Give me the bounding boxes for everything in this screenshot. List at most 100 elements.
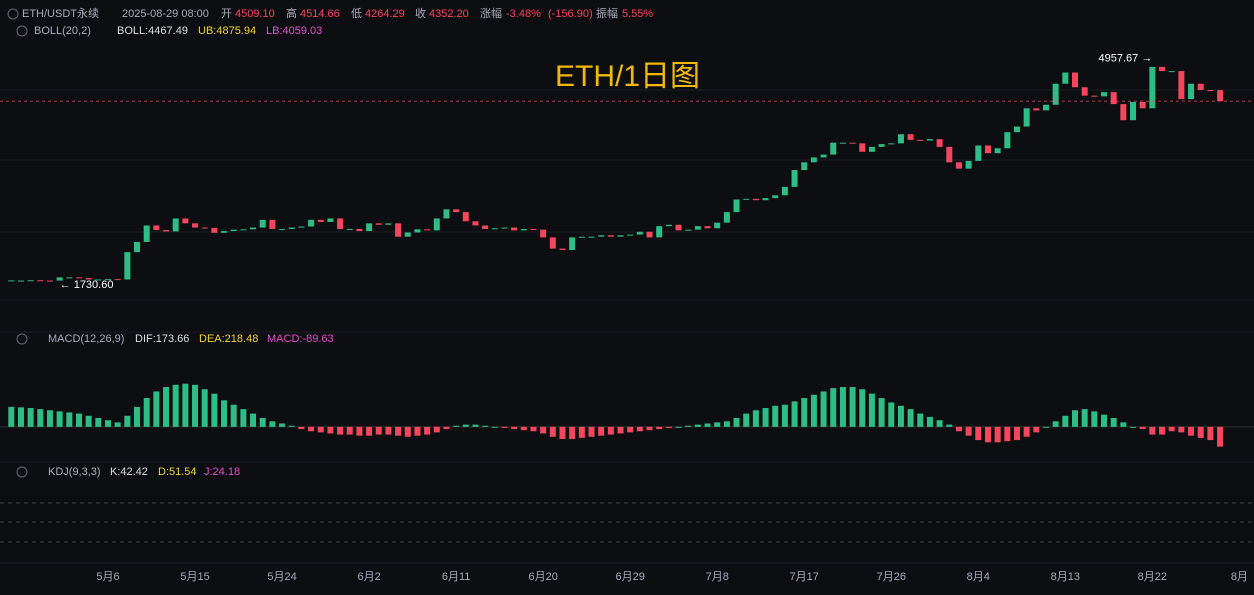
watermark: ETH/1日图 [555, 60, 700, 93]
value: DIF:173.66 [135, 333, 189, 345]
macd-bar [936, 420, 943, 427]
macd-bar [907, 409, 914, 427]
macd-bar [1168, 426, 1175, 432]
candle [201, 227, 208, 229]
candle [404, 232, 411, 237]
macd-bar [491, 426, 498, 428]
macd-bar [656, 426, 663, 430]
value: 4509.10 [235, 8, 275, 20]
candle [482, 225, 489, 229]
macd-bar [56, 411, 63, 427]
candle [752, 198, 759, 201]
macd-bar [501, 426, 508, 428]
x-tick-label: 7月8 [706, 571, 729, 583]
candle [520, 228, 527, 231]
candle [636, 231, 643, 235]
candle [17, 280, 24, 282]
header: ETH/USDT永续 2025-08-29 08:00 开 4509.10 高 … [7, 6, 653, 478]
candle [578, 236, 585, 238]
value: J:24.18 [204, 466, 240, 478]
macd-bar [781, 404, 788, 427]
macd-bar [462, 424, 469, 427]
candle [1033, 108, 1040, 111]
candle [675, 224, 682, 231]
macd-bar [1042, 426, 1049, 428]
candle [946, 146, 953, 163]
macd-bar [95, 417, 102, 427]
macd-bar [694, 424, 701, 427]
candle [704, 226, 711, 229]
candle [75, 277, 82, 279]
candle [685, 229, 692, 231]
candle [733, 199, 740, 213]
x-tick-label: 8月22 [1138, 571, 1167, 583]
value: 4264.29 [365, 8, 405, 20]
candle [433, 218, 440, 231]
candle [230, 229, 237, 232]
candle [839, 142, 846, 144]
macd-bar [917, 413, 924, 427]
candle [743, 198, 750, 200]
candle [1052, 83, 1059, 105]
candle [1149, 66, 1156, 109]
value: (-156.90) [548, 8, 593, 20]
macd-bar [114, 422, 121, 427]
macd-bar [201, 389, 208, 427]
macd-bar [955, 426, 962, 432]
macd-bar [1197, 426, 1204, 438]
candle [143, 225, 150, 242]
candle [395, 223, 402, 237]
macd-bar [984, 426, 991, 443]
value: UB:4875.94 [198, 25, 256, 37]
candle [617, 235, 624, 237]
candle [269, 219, 276, 229]
macd-bar [27, 408, 34, 427]
indicator: MACD(12,26,9) [48, 333, 124, 345]
macd-bar [704, 423, 711, 427]
candle [559, 248, 566, 251]
macd-bar [810, 394, 817, 427]
x-tick-label: 6月11 [442, 571, 471, 583]
macd-bar [849, 387, 856, 427]
macd-bar [1139, 426, 1146, 430]
label: 高 [286, 6, 297, 20]
macd-bar [598, 426, 605, 436]
candle [926, 139, 933, 141]
macd-bar [975, 426, 982, 441]
macd-bar [230, 404, 237, 427]
x-tick-label: 5月6 [96, 571, 119, 583]
macd-bar [250, 413, 257, 427]
macd-bar [1178, 426, 1185, 433]
macd-bar [578, 426, 585, 438]
macd-bar [269, 421, 276, 427]
macd-bar [569, 426, 576, 439]
macd-bar [1120, 422, 1127, 427]
candle [240, 229, 247, 231]
candle [859, 143, 866, 152]
macd-bar [298, 426, 305, 430]
macd-bar [762, 408, 769, 427]
candle [424, 229, 431, 231]
candle [356, 228, 363, 232]
candle [1004, 132, 1011, 149]
macd-bar [675, 426, 682, 428]
candle [192, 223, 199, 228]
candle [1081, 87, 1088, 96]
candle [955, 162, 962, 169]
candle [1139, 101, 1146, 109]
macd-bar [511, 426, 518, 430]
candle [936, 139, 943, 147]
macd-bar [1188, 426, 1195, 436]
candle [627, 234, 634, 236]
candle [366, 223, 373, 232]
macd-bar [627, 426, 634, 433]
macd-bar [337, 426, 344, 435]
x-tick-label: 6月2 [357, 571, 380, 583]
macd-bar [385, 426, 392, 435]
candle [27, 280, 34, 282]
macd-bar [926, 416, 933, 427]
macd-bar [588, 426, 595, 437]
macd-bar [182, 383, 189, 427]
candle [607, 235, 614, 237]
